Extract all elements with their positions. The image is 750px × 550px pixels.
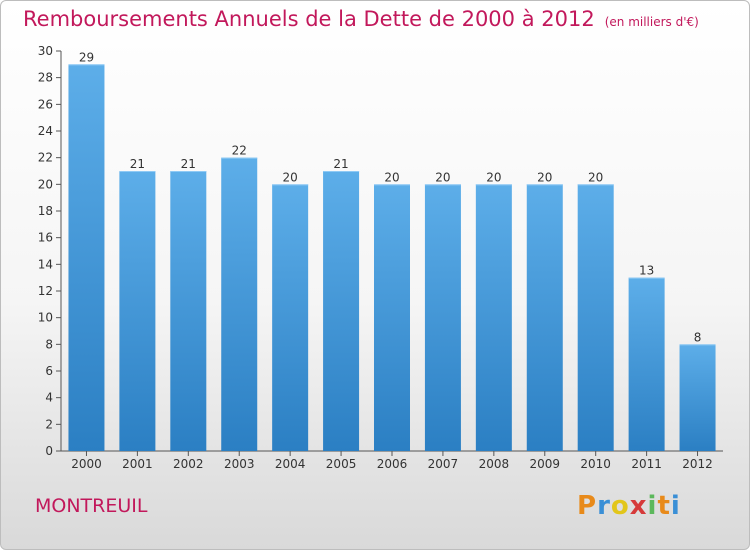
x-tick-label-2005: 2005 bbox=[326, 457, 357, 471]
x-tick-label-2012: 2012 bbox=[682, 457, 713, 471]
y-tick-label: 10 bbox=[38, 311, 53, 325]
value-label-2006: 20 bbox=[384, 170, 399, 184]
y-tick-label: 28 bbox=[38, 71, 53, 85]
logo-letter: r bbox=[597, 491, 611, 521]
value-label-2003: 22 bbox=[232, 144, 247, 158]
y-tick-label: 20 bbox=[38, 177, 53, 191]
bar-2005 bbox=[323, 171, 360, 451]
x-tick-label-2008: 2008 bbox=[479, 457, 510, 471]
y-tick-label: 8 bbox=[45, 337, 53, 351]
y-tick-label: 16 bbox=[38, 231, 53, 245]
bar-2004 bbox=[272, 184, 309, 452]
y-tick-label: 26 bbox=[38, 97, 53, 111]
y-tick-label: 22 bbox=[38, 151, 53, 165]
x-tick-label-2004: 2004 bbox=[275, 457, 306, 471]
bar-2011 bbox=[628, 277, 665, 451]
bar-2001 bbox=[119, 171, 156, 451]
chart-title-text: Remboursements Annuels de la Dette de 20… bbox=[23, 7, 595, 31]
value-label-2005: 21 bbox=[333, 157, 348, 171]
proxiti-logo: Proxiti bbox=[577, 491, 681, 521]
value-label-2008: 20 bbox=[486, 170, 501, 184]
commune-name: MONTREUIL bbox=[35, 495, 148, 517]
x-tick-label-2000: 2000 bbox=[71, 457, 102, 471]
y-tick-label: 12 bbox=[38, 284, 53, 298]
bar-2009 bbox=[526, 184, 563, 452]
x-tick-label-2007: 2007 bbox=[428, 457, 459, 471]
y-tick-label: 4 bbox=[45, 391, 53, 405]
y-tick-label: 24 bbox=[38, 124, 53, 138]
logo-letter: i bbox=[647, 491, 658, 521]
y-tick-label: 18 bbox=[38, 204, 53, 218]
x-tick-label-2011: 2011 bbox=[631, 457, 662, 471]
chart-value-labels: 29 21 21 22 20 21 20 20 20 20 20 13 8 bbox=[79, 50, 702, 344]
value-label-2009: 20 bbox=[537, 170, 552, 184]
chart-title: Remboursements Annuels de la Dette de 20… bbox=[23, 7, 699, 31]
bar-2007 bbox=[424, 184, 461, 452]
bar-2010 bbox=[577, 184, 614, 452]
bar-2000 bbox=[68, 64, 105, 452]
x-tick-label-2001: 2001 bbox=[122, 457, 153, 471]
y-tick-label: 6 bbox=[45, 364, 53, 378]
value-label-2004: 20 bbox=[283, 170, 298, 184]
y-tick-label: 0 bbox=[45, 444, 53, 458]
y-tick-label: 14 bbox=[38, 257, 53, 271]
value-label-2001: 21 bbox=[130, 157, 145, 171]
x-tick-label-2002: 2002 bbox=[173, 457, 204, 471]
chart-bars bbox=[68, 64, 716, 452]
value-label-2010: 20 bbox=[588, 170, 603, 184]
bar-2002 bbox=[170, 171, 207, 451]
logo-letter: x bbox=[629, 491, 648, 521]
value-label-2000: 29 bbox=[79, 50, 94, 64]
y-tick-label: 30 bbox=[38, 44, 53, 58]
y-tick-label: 2 bbox=[45, 417, 53, 431]
logo-letter: P bbox=[577, 491, 598, 521]
x-tick-label-2009: 2009 bbox=[529, 457, 560, 471]
x-tick-label-2010: 2010 bbox=[580, 457, 611, 471]
x-tick-label-2006: 2006 bbox=[377, 457, 408, 471]
bar-2012 bbox=[679, 344, 716, 451]
value-label-2007: 20 bbox=[435, 170, 450, 184]
chart-unit: (en milliers d'€) bbox=[604, 15, 699, 29]
value-label-2012: 8 bbox=[694, 330, 702, 344]
logo-letter: o bbox=[610, 491, 630, 521]
bar-2006 bbox=[374, 184, 410, 452]
bar-2003 bbox=[221, 157, 258, 451]
value-label-2011: 13 bbox=[639, 264, 654, 278]
value-label-2002: 21 bbox=[181, 157, 196, 171]
x-tick-label-2003: 2003 bbox=[224, 457, 255, 471]
logo-letter: i bbox=[670, 491, 681, 521]
bar-2008 bbox=[475, 184, 512, 452]
logo-letter: t bbox=[657, 491, 671, 521]
